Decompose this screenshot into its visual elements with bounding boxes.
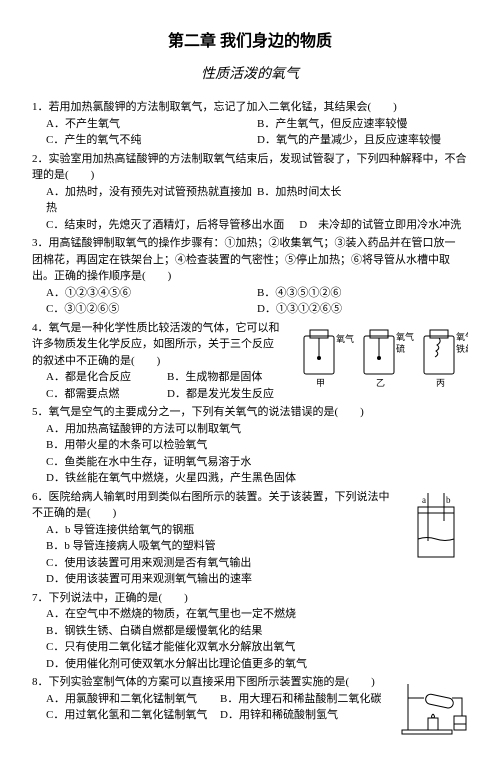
- q4-opt-d: D．都是发光发生反应: [167, 386, 288, 403]
- q6-opt-c: C．使用该装置可用来观测是否有氧气输出: [32, 555, 468, 572]
- apparatus-icon: [398, 674, 468, 738]
- svg-text:氧气: 氧气: [456, 331, 468, 342]
- question-2: 2．实验室用加热高锰酸钾的方法制取氧气结束后，发现试管裂了，下列四种解释中，不合…: [32, 151, 468, 234]
- gas-bottle-icon: a b: [404, 491, 468, 567]
- q4-figure: 氧气 甲 氧气 硫 乙 氧气 铁丝: [290, 320, 468, 390]
- q2-opt-d: D 未冷却的试管立即用冷水冲洗: [299, 217, 468, 234]
- q8-opt-d: D．用锌和稀硫酸制氢气: [220, 707, 394, 724]
- svg-text:a: a: [422, 495, 426, 505]
- q8-opt-a: A．用氯酸钾和二氧化锰制氧气: [46, 691, 220, 708]
- svg-text:铁丝: 铁丝: [456, 343, 468, 354]
- flask-diagram-icon: 氧气 甲 氧气 硫 乙 氧气 铁丝: [290, 320, 468, 390]
- q2-opt-a: A．加热时，没有预先对试管预热就直接加热: [46, 184, 257, 217]
- question-1: 1．若用加热氯酸钾的方法制取氧气，忘记了加入二氧化锰，其结果会( ) A．不产生…: [32, 99, 468, 149]
- q2-stem: 2．实验室用加热高锰酸钾的方法制取氧气结束后，发现试管裂了，下列四种解释中，不合…: [32, 151, 468, 184]
- q6-opt-a: A．b 导管连接供给氧气的钢瓶: [32, 522, 468, 539]
- q8-opt-b: B．用大理石和稀盐酸制二氧化碳: [220, 691, 394, 708]
- q7-stem: 7．下列说法中，正确的是( ): [32, 590, 468, 607]
- q7-opt-d: D．使用催化剂可使双氧水分解出比理论值更多的氧气: [32, 656, 468, 673]
- q3-opt-a: A．①②③④⑤⑥: [46, 285, 257, 302]
- q4-opt-c: C．都需要点燃: [46, 386, 167, 403]
- svg-text:甲: 甲: [316, 378, 325, 388]
- q5-stem: 5．氧气是空气的主要成分之一，下列有关氧气的说法错误的是( ): [32, 404, 468, 421]
- q2-opt-b: B．加热时间太长: [257, 184, 468, 217]
- q1-opt-b: B．产生氧气，但反应速率较慢: [257, 116, 468, 133]
- q3-stem3: 出。正确的操作顺序是( ): [32, 268, 468, 285]
- svg-text:乙: 乙: [376, 378, 385, 388]
- q1-opt-a: A．不产生氧气: [46, 116, 257, 133]
- q3-opt-b: B．④③⑤①②⑥: [257, 285, 468, 302]
- q1-opt-d: D．氧气的产量减少，且反应速率较慢: [257, 132, 468, 149]
- svg-text:氧气: 氧气: [336, 333, 354, 344]
- q8-figure: [398, 674, 468, 738]
- q6-opt-d: D．使用该装置可用来观测氧气输出的速率: [32, 571, 468, 588]
- q4-opt-a: A．都是化合反应: [46, 369, 167, 386]
- svg-text:硫: 硫: [396, 343, 405, 354]
- q1-opt-c: C．产生的氧气不纯: [46, 132, 257, 149]
- q3-stem2: 团棉花，再固定在铁架台上；④检查装置的气密性；⑤停止加热；⑥将导管从水槽中取: [32, 252, 468, 269]
- question-8: 8．下列实验室制气体的方案可以直接采用下图所示装置实施的是( ) A．用氯酸钾和…: [32, 674, 468, 738]
- q6-figure: a b: [404, 491, 468, 567]
- question-7: 7．下列说法中，正确的是( ) A．在空气中不燃烧的物质，在氧气里也一定不燃烧 …: [32, 590, 468, 673]
- svg-text:丙: 丙: [436, 378, 445, 388]
- svg-text:氧气: 氧气: [396, 331, 414, 342]
- chapter-title: 第二章 我们身边的物质: [32, 30, 468, 54]
- question-6: a b 6．医院给病人输氧时用到类似右图所示的装置。关于该装置，下列说法中不正确…: [32, 489, 468, 588]
- q4-opt-b: B．生成物都是固体: [167, 369, 288, 386]
- q8-opt-c: C．用过氧化氢和二氧化锰制氧气: [46, 707, 220, 724]
- q6-opt-b: B．b 导管连接病人吸氧气的塑料管: [32, 538, 468, 555]
- question-4: 氧气 甲 氧气 硫 乙 氧气 铁丝: [32, 320, 468, 403]
- q7-opt-a: A．在空气中不燃烧的物质，在氧气里也一定不燃烧: [32, 606, 468, 623]
- q5-opt-a: A．用加热高锰酸钾的方法可以制取氧气: [32, 421, 468, 438]
- q7-opt-c: C．只有使用二氧化锰才能催化双氧水分解放出氧气: [32, 639, 468, 656]
- svg-text:b: b: [446, 495, 451, 505]
- sub-title: 性质活泼的氧气: [32, 64, 468, 85]
- q3-stem1: 3．用高锰酸钾制取氧气的操作步骤有：①加热；②收集氧气；③装入药品并在管口放一: [32, 235, 468, 252]
- question-5: 5．氧气是空气的主要成分之一，下列有关氧气的说法错误的是( ) A．用加热高锰酸…: [32, 404, 468, 487]
- q3-opt-c: C．③①②⑥⑤: [46, 301, 257, 318]
- q6-stem: 6．医院给病人输氧时用到类似右图所示的装置。关于该装置，下列说法中不正确的是( …: [32, 489, 468, 522]
- q7-opt-b: B．钢铁生锈、白磷自燃都是缓慢氧化的结果: [32, 623, 468, 640]
- question-3: 3．用高锰酸钾制取氧气的操作步骤有：①加热；②收集氧气；③装入药品并在管口放一 …: [32, 235, 468, 318]
- q2-opt-c: C．结束时，先熄灭了酒精灯，后将导管移出水面: [46, 217, 299, 234]
- q5-opt-c: C．鱼类能在水中生存，证明氧气易溶于水: [32, 454, 468, 471]
- q3-opt-d: D．①③①②⑥⑤: [257, 301, 468, 318]
- q5-opt-b: B．用带火星的木条可以检验氧气: [32, 437, 468, 454]
- q5-opt-d: D．铁丝能在氧气中燃烧，火星四溅，产生黑色固体: [32, 470, 468, 487]
- q1-stem: 1．若用加热氯酸钾的方法制取氧气，忘记了加入二氧化锰，其结果会( ): [32, 99, 468, 116]
